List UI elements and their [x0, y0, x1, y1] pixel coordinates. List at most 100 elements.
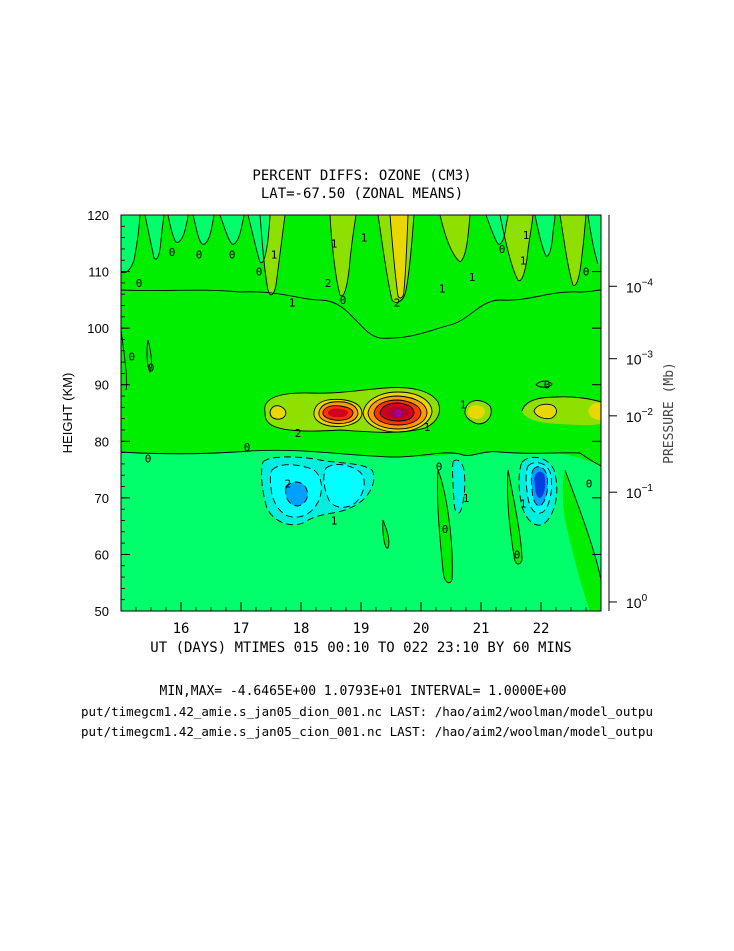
y2-axis-label: PRESSURE (Mb) — [662, 362, 677, 464]
upper-spike-5 — [440, 215, 470, 262]
contour-label: 0 — [436, 461, 443, 474]
upper-teal-7 — [486, 215, 508, 245]
contour-label: 0 — [256, 266, 263, 279]
left-tongue-line — [121, 329, 128, 391]
spike-line-2 — [329, 215, 357, 297]
contour-label: 0 — [586, 478, 593, 491]
teal-line-9 — [587, 215, 599, 265]
neg-region-2-level-2 — [323, 464, 365, 508]
spike-line-3 — [377, 215, 415, 303]
band-level-2 — [270, 405, 286, 420]
upper-spike-7 — [560, 215, 586, 286]
upper-spike-4 — [390, 215, 408, 298]
teal-line-1 — [121, 215, 141, 274]
contour-label: 0 — [145, 452, 152, 465]
contour-label: 0 — [136, 277, 143, 290]
contour-label: 0 — [499, 243, 506, 256]
pressure-tick-label: 10−4 — [626, 277, 653, 295]
lower-field — [121, 450, 601, 611]
upper-teal-6 — [248, 215, 270, 263]
spike-line-6 — [499, 215, 534, 282]
band-contour-2 — [313, 398, 363, 427]
upper-spike-2 — [330, 215, 356, 296]
band-contour-6 — [379, 402, 415, 422]
contour-label: 2 — [394, 297, 401, 310]
pressure-tick-label: 100 — [626, 593, 648, 611]
left-tongue-line-2 — [146, 339, 152, 374]
teal-line-3 — [167, 215, 189, 243]
negative-contour-lines — [261, 456, 558, 526]
upper-teal-1 — [121, 215, 140, 273]
contour-label: 1 — [520, 254, 527, 267]
upper-teal-2 — [145, 215, 164, 260]
y-tick-label: 120 — [87, 208, 109, 223]
band-level-2d — [467, 405, 485, 419]
contour-label: 1 — [520, 498, 527, 511]
band-contour-11 — [521, 396, 601, 412]
contour-label: 0 — [583, 266, 590, 279]
contour-label: 1 — [331, 237, 338, 250]
band-contour-9 — [269, 405, 287, 420]
band-contour-13 — [535, 380, 553, 388]
contour-label: 0 — [442, 523, 449, 536]
lower-col-line-3 — [507, 469, 523, 565]
negative-regions — [261, 456, 557, 526]
upper-teal-8 — [535, 215, 555, 257]
y-tick-label: 60 — [95, 547, 109, 562]
band-contour-4 — [367, 395, 428, 430]
pressure-tick-label: 10−1 — [626, 483, 653, 501]
neg-region-3-level-1 — [452, 460, 465, 514]
upper-spike-6 — [500, 215, 533, 281]
neg-line-3 — [323, 464, 365, 508]
teal-line-7 — [485, 215, 509, 245]
band-contour-outer — [264, 387, 440, 433]
teal-line-4 — [192, 215, 215, 245]
pressure-tick-label: 10−3 — [626, 350, 653, 368]
lower-col-line-4 — [564, 469, 601, 581]
neg-line-1 — [261, 456, 375, 526]
contour-label: 1 — [460, 399, 467, 412]
teal-line-6 — [247, 215, 271, 264]
band-contour-8 — [322, 405, 354, 421]
contour-label: 1 — [439, 283, 446, 296]
neg-line-5 — [452, 459, 466, 514]
teal-line-8 — [534, 215, 556, 257]
band-max-marker — [394, 409, 402, 417]
pressure-tick-label: 10−2 — [626, 407, 653, 425]
lower-column-4 — [562, 470, 601, 611]
contour-label: 0 — [544, 379, 551, 392]
y-tick-label: 90 — [95, 378, 109, 393]
band-level-5 — [327, 408, 349, 418]
contour-label: 1 — [361, 232, 368, 245]
lower-column-3 — [507, 470, 522, 565]
neg-line-2 — [269, 464, 322, 518]
y-tick-label: 70 — [95, 491, 109, 506]
contour-label: 1 — [424, 421, 431, 434]
band-level-2f — [588, 402, 601, 420]
contour-lines — [121, 215, 601, 584]
chart-subtitle: LAT=-67.50 (ZONAL MEANS) — [261, 186, 463, 202]
contour-label: 0 — [514, 548, 521, 561]
teal-line-5 — [219, 215, 245, 245]
y-tick-label: 110 — [88, 265, 109, 280]
lower-col-line-2 — [437, 469, 453, 584]
neg-region-1-core — [293, 489, 307, 503]
contour-label: 1 — [469, 271, 476, 284]
contour-label: 1 — [271, 249, 278, 262]
y-tick-label: 100 — [87, 321, 109, 336]
contour-label: 0 — [244, 441, 251, 454]
contour-label: 0 — [196, 249, 203, 262]
pressure-axis: 10−4 10−3 10−2 10−1 100 — [609, 277, 653, 611]
band-level-2e — [534, 404, 557, 419]
neg-line-7 — [525, 462, 553, 514]
x-tick-label: 22 — [533, 621, 550, 637]
x-axis-label: UT (DAYS) MTIMES 015 00:10 TO 022 23:10 … — [150, 640, 571, 656]
teal-line-2 — [144, 215, 165, 260]
y-tick-label: 80 — [95, 434, 109, 449]
contour-label: 0 — [169, 246, 176, 259]
contour-label: 0 — [340, 294, 347, 307]
contour-label: 1 — [463, 492, 470, 505]
x-axis: 16 17 18 19 20 21 22 — [120, 602, 602, 637]
spike-line-5 — [439, 215, 471, 263]
